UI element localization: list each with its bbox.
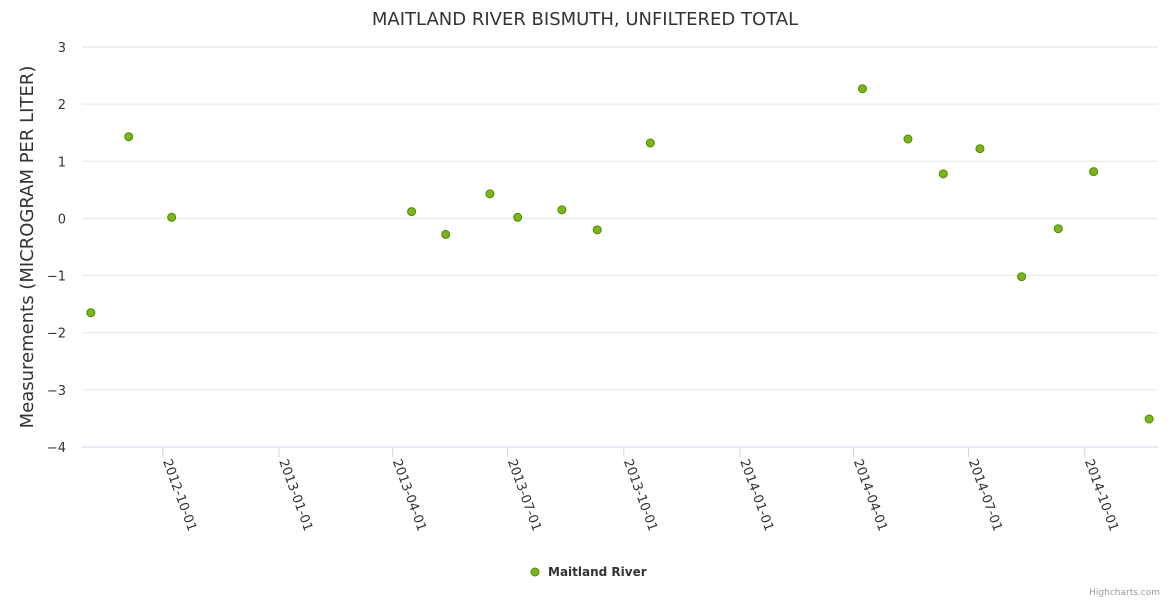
chart-title: MAITLAND RIVER BISMUTH, UNFILTERED TOTAL [372,9,798,30]
y-tick-label: 1 [58,155,66,170]
data-point[interactable] [975,144,985,154]
y-tick-label: 0 [58,212,66,227]
y-tick-label: −3 [47,384,66,399]
data-point[interactable] [938,169,948,179]
data-point[interactable] [513,212,523,222]
data-point[interactable] [592,225,602,235]
x-axis-ticks: 2012-10-01 2013-01-01 2013-04-01 2013-07-01… [159,447,1121,533]
data-point[interactable] [1017,272,1027,282]
x-tick-label: 2013-07-01 [504,457,544,533]
data-point[interactable] [86,308,96,318]
y-tick-label: −1 [47,270,66,285]
y-axis-ticks: 3 2 1 0 −1 −2 −3 −4 [47,41,66,456]
data-point[interactable] [485,189,495,199]
x-tick-label: 2013-10-01 [620,457,660,533]
data-point[interactable] [1089,167,1099,177]
y-axis-label: Measurements (MICROGRAM PER LITER) [17,66,38,429]
x-tick-label: 2014-07-01 [965,457,1005,533]
data-point[interactable] [857,84,867,94]
y-tick-label: 2 [58,98,66,113]
data-point[interactable] [1144,414,1154,424]
data-point[interactable] [167,212,177,222]
data-point[interactable] [903,134,913,144]
data-point[interactable] [441,229,451,239]
x-tick-label: 2014-10-01 [1081,457,1121,533]
x-tick-label: 2014-04-01 [850,457,890,533]
data-point[interactable] [124,132,134,142]
credits-link[interactable]: Highcharts.com [1089,588,1160,598]
data-point[interactable] [1053,224,1063,234]
data-points [86,84,1154,424]
legend-marker [530,567,540,577]
x-tick-label: 2014-01-01 [736,457,776,533]
y-tick-label: −2 [47,327,66,342]
y-tick-label: −4 [47,441,66,456]
data-point[interactable] [557,205,567,215]
y-tick-label: 3 [58,41,66,56]
legend-label[interactable]: Maitland River [548,565,647,579]
grid [82,46,1158,448]
x-tick-label: 2012-10-01 [159,457,199,533]
data-point[interactable] [407,207,417,217]
data-point[interactable] [645,138,655,148]
x-tick-label: 2013-01-01 [275,457,315,533]
legend-item[interactable]: Maitland River [530,565,647,579]
x-tick-label: 2013-04-01 [389,457,429,533]
